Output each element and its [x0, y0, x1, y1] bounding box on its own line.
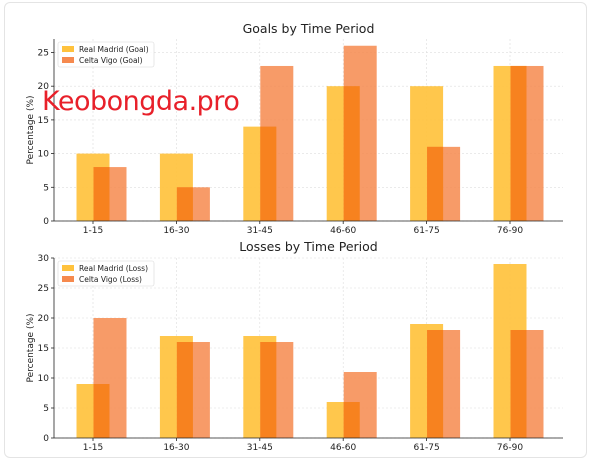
- chart-1-bar-overlap-1-15: [93, 167, 110, 221]
- chart-1-bar-overlap-31-45: [260, 126, 277, 221]
- chart-2-xtick-label-1-15: 1-15: [83, 443, 103, 453]
- chart-2: 0 5 10 15 20 25 30 1-15 16-30 31-45 46-60 61-75 76-9…: [26, 239, 563, 453]
- chart-1-legend-swatch-celta-vigo-goal: [62, 57, 74, 63]
- chart-2-xtick-label-76-90: 76-90: [497, 443, 523, 453]
- chart-1: 0 5 10 15 20 25 1-15 16-30 31-45 46-60 61-75 76-90 G…: [26, 21, 563, 236]
- chart-1-xtick-label-46-60: 46-60: [330, 226, 356, 236]
- chart-1-xtick-label-61-75: 61-75: [414, 226, 440, 236]
- chart-2-bar-overlap-46-60: [343, 402, 360, 438]
- chart-2-legend-label-real-madrid-loss: Real Madrid (Loss): [79, 264, 148, 273]
- chart-1-ytick-label-5: 5: [43, 183, 49, 193]
- chart-2-legend-label-celta-vigo-loss: Celta Vigo (Loss): [79, 275, 142, 284]
- chart-2-xtick-label-61-75: 61-75: [414, 443, 440, 453]
- chart-2-ytick-label-25: 25: [38, 284, 49, 294]
- chart-1-legend-box: [57, 41, 155, 68]
- chart-1-title: Goals by Time Period: [243, 21, 375, 36]
- chart-1-bar-overlap-16-30: [176, 187, 193, 221]
- chart-2-bar-overlap-31-45: [260, 342, 277, 438]
- chart-2-bar-overlap-76-90: [510, 330, 527, 438]
- figure-border: [4, 2, 587, 458]
- chart-1-bar-overlap-76-90: [510, 65, 527, 222]
- chart-2-legend: Real Madrid (Loss) Celta Vigo (Loss): [57, 260, 155, 287]
- chart-2-ytick-label-10: 10: [38, 374, 50, 384]
- chart-2-ylabel: Percentage (%): [26, 313, 36, 382]
- chart-1-xtick-label-1-15: 1-15: [83, 226, 103, 236]
- chart-1-legend-label-real-madrid-goal: Real Madrid (Goal): [79, 45, 149, 54]
- chart-2-ytick-label-20: 20: [38, 314, 50, 324]
- chart-1-ylabel: Percentage (%): [26, 95, 36, 164]
- chart-1-bar-overlap-61-75: [427, 146, 444, 221]
- chart-2-xtick-label-46-60: 46-60: [330, 443, 356, 453]
- chart-2-title: Losses by Time Period: [239, 239, 377, 254]
- chart-2-legend-swatch-real-madrid-loss: [62, 265, 74, 271]
- chart-1-ytick-label-15: 15: [38, 116, 49, 126]
- chart-1-xtick-label-16-30: 16-30: [163, 226, 189, 236]
- chart-2-ytick-label-0: 0: [43, 434, 49, 444]
- chart-1-ytick-label-0: 0: [43, 217, 49, 227]
- chart-1-ytick-label-10: 10: [38, 150, 50, 160]
- chart-2-xtick-label-16-30: 16-30: [163, 443, 189, 453]
- chart-2-bar-overlap-61-75: [427, 330, 444, 438]
- chart-2-bar-overlap-1-15: [93, 384, 110, 438]
- chart-2-ytick-label-30: 30: [38, 254, 50, 264]
- chart-1-ytick-label-25: 25: [38, 48, 49, 58]
- chart-1-xtick-label-76-90: 76-90: [497, 226, 523, 236]
- chart-2-legend-box: [57, 260, 155, 287]
- chart-2-bar-overlap-16-30: [176, 342, 193, 438]
- chart-1-bar-overlap-46-60: [343, 86, 360, 222]
- chart-1-legend-swatch-real-madrid-goal: [62, 46, 74, 52]
- chart-1-ytick-label-20: 20: [38, 82, 50, 92]
- chart-1-xtick-label-31-45: 31-45: [247, 226, 273, 236]
- chart-2-xtick-label-31-45: 31-45: [247, 443, 273, 453]
- watermark-text: Keobongda.pro: [42, 86, 240, 117]
- chart-2-ytick-label-5: 5: [43, 404, 49, 414]
- chart-1-legend: Real Madrid (Goal) Celta Vigo (Goal): [57, 41, 155, 68]
- chart-1-legend-label-celta-vigo-goal: Celta Vigo (Goal): [79, 56, 143, 65]
- chart-2-ytick-label-15: 15: [38, 344, 49, 354]
- chart-2-legend-swatch-celta-vigo-loss: [62, 276, 74, 282]
